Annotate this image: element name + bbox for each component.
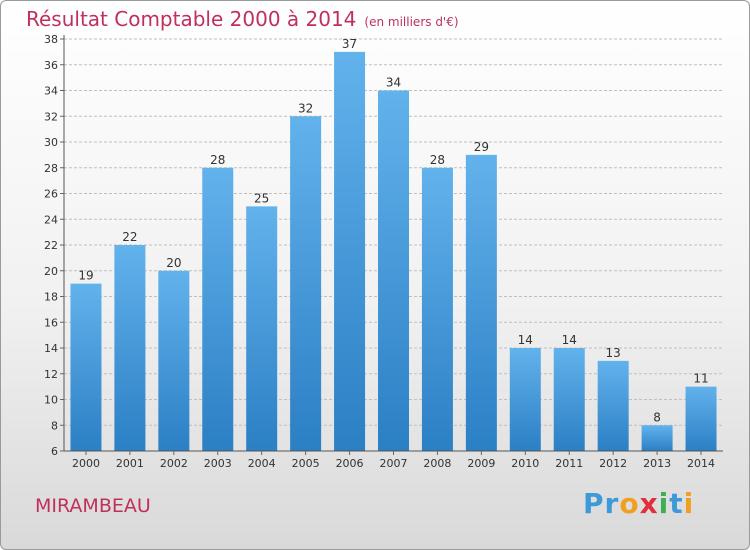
x-tick-label-2000: 2000 (72, 457, 100, 470)
y-tick-label: 16 (44, 316, 58, 329)
bar-2003 (202, 167, 234, 451)
chart-title: Résultat Comptable 2000 à 2014 (en millie… (26, 7, 459, 31)
x-tick-label-2005: 2005 (292, 457, 320, 470)
data-label-2006: 37 (342, 37, 357, 51)
proxiti-logo: Proxiti (583, 487, 695, 520)
y-tick-label: 10 (44, 394, 58, 407)
y-tick-label: 18 (44, 291, 58, 304)
y-tick-label: 20 (44, 265, 58, 278)
chart-subtitle: (en milliers d'€) (364, 15, 459, 29)
data-label-2007: 34 (386, 76, 401, 90)
y-tick-label: 38 (44, 33, 58, 46)
y-tick-label: 34 (44, 85, 58, 98)
x-tick-label-2002: 2002 (160, 457, 188, 470)
y-tick-label: 32 (44, 110, 58, 123)
bar-2009 (465, 154, 497, 451)
axes: 6 8 10 12 14 16 18 20 22 24 26 28 30 32 34 36 38 2000 2001… (44, 33, 723, 470)
x-tick-label-2007: 2007 (380, 457, 408, 470)
data-label-2003: 28 (210, 153, 225, 167)
bars: 19 22 20 28 25 32 37 34 28 29 14 14 13 8 11 (70, 37, 717, 451)
x-tick-label-2003: 2003 (204, 457, 232, 470)
y-tick-label: 12 (44, 368, 58, 381)
bar-2011 (553, 348, 585, 451)
x-tick-label-2014: 2014 (687, 457, 715, 470)
x-tick-label-2009: 2009 (467, 457, 495, 470)
bar-2007 (378, 90, 409, 451)
data-label-2013: 8 (653, 410, 661, 424)
data-label-2010: 14 (518, 333, 533, 347)
x-tick-label-2008: 2008 (423, 457, 451, 470)
y-tick-label: 14 (44, 342, 58, 355)
data-label-2008: 28 (430, 153, 445, 167)
data-label-2014: 11 (693, 372, 708, 386)
data-label-2009: 29 (474, 140, 489, 154)
y-tick-label: 22 (44, 239, 58, 252)
data-label-2012: 13 (606, 346, 621, 360)
bar-2000 (70, 283, 102, 451)
data-label-2002: 20 (166, 256, 181, 270)
bar-2004 (246, 206, 278, 451)
x-tick-label-2012: 2012 (599, 457, 627, 470)
bar-2014 (685, 386, 717, 451)
x-tick-label-2004: 2004 (248, 457, 276, 470)
bar-2001 (114, 245, 146, 451)
data-label-2001: 22 (122, 230, 137, 244)
y-tick-label: 8 (51, 419, 58, 432)
x-tick-label-2010: 2010 (511, 457, 539, 470)
data-label-2004: 25 (254, 191, 269, 205)
bar-2010 (509, 348, 541, 451)
bar-2006 (334, 51, 366, 451)
bar-2005 (290, 116, 322, 451)
bar-2013 (641, 425, 673, 451)
x-tick-label-2011: 2011 (555, 457, 583, 470)
y-tick-label: 28 (44, 162, 58, 175)
y-tick-label: 30 (44, 136, 58, 149)
chart-title-text: Résultat Comptable 2000 à 2014 (26, 7, 357, 31)
commune-name: MIRAMBEAU (35, 495, 151, 517)
y-tick-label: 24 (44, 213, 58, 226)
y-tick-label: 36 (44, 59, 58, 72)
data-label-2005: 32 (298, 101, 313, 115)
y-tick-label: 26 (44, 188, 58, 201)
x-tick-label-2006: 2006 (336, 457, 364, 470)
data-label-2011: 14 (562, 333, 577, 347)
bar-2002 (158, 270, 190, 451)
y-tick-label: 6 (51, 445, 58, 458)
bar-2012 (597, 360, 629, 451)
bar-2008 (421, 167, 453, 451)
x-tick-label-2013: 2013 (643, 457, 671, 470)
data-label-2000: 19 (78, 269, 93, 283)
x-tick-label-2001: 2001 (116, 457, 144, 470)
